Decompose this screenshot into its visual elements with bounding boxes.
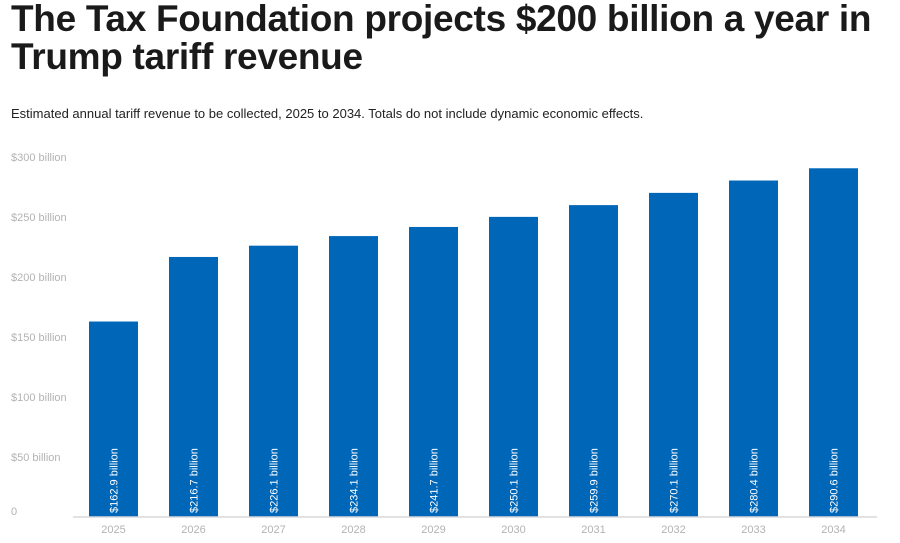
y-tick-label: $200 billion — [11, 272, 67, 284]
bar-data-label: $290.6 billion — [829, 448, 841, 513]
chart-subtitle: Estimated annual tariff revenue to be co… — [11, 106, 644, 121]
bar-data-label: $234.1 billion — [349, 448, 361, 513]
bar-data-label: $216.7 billion — [189, 448, 201, 513]
y-tick-label: $50 billion — [11, 452, 61, 464]
bars: $162.9 billion $216.7 billion $226.1 billi… — [89, 168, 858, 517]
x-tick-label: 2025 — [101, 524, 125, 536]
bar-2028 — [329, 236, 378, 517]
bar-2027 — [249, 245, 298, 517]
x-tick-label: 2029 — [421, 524, 445, 536]
bar-2030 — [489, 216, 538, 517]
y-tick-label: $100 billion — [11, 392, 67, 404]
x-tick-label: 2034 — [821, 524, 845, 536]
bar-2033 — [729, 180, 778, 517]
bar-data-label: $226.1 billion — [269, 448, 281, 513]
y-tick-label: 0 — [11, 506, 17, 518]
y-tick-label: $300 billion — [11, 152, 67, 164]
x-tick-label: 2028 — [341, 524, 365, 536]
bar-2025 — [89, 321, 138, 517]
bar-data-label: $162.9 billion — [109, 448, 121, 513]
x-axis: 2025 2026 2027 2028 2029 2030 2031 2032 2033 2034 — [101, 524, 845, 536]
x-tick-label: 2026 — [181, 524, 205, 536]
bar-2026 — [169, 256, 218, 517]
bar-data-label: $241.7 billion — [429, 448, 441, 513]
x-tick-label: 2030 — [501, 524, 525, 536]
bar-2032 — [649, 192, 698, 517]
bar-data-label: $280.4 billion — [749, 448, 761, 513]
x-tick-label: 2031 — [581, 524, 605, 536]
x-tick-label: 2032 — [661, 524, 685, 536]
x-tick-label: 2027 — [261, 524, 285, 536]
y-tick-label: $250 billion — [11, 212, 67, 224]
bar-data-label: $270.1 billion — [669, 448, 681, 513]
bar-data-label: $259.9 billion — [589, 448, 601, 513]
bar-data-label: $250.1 billion — [509, 448, 521, 513]
chart-title: The Tax Foundation projects $200 billion… — [11, 0, 872, 77]
bar-2029 — [409, 226, 458, 517]
bar-2031 — [569, 205, 618, 517]
y-axis: 0 $50 billion $100 billion $150 billion $200… — [11, 152, 67, 518]
x-tick-label: 2033 — [741, 524, 765, 536]
y-tick-label: $150 billion — [11, 332, 67, 344]
bar-2034 — [809, 168, 858, 517]
